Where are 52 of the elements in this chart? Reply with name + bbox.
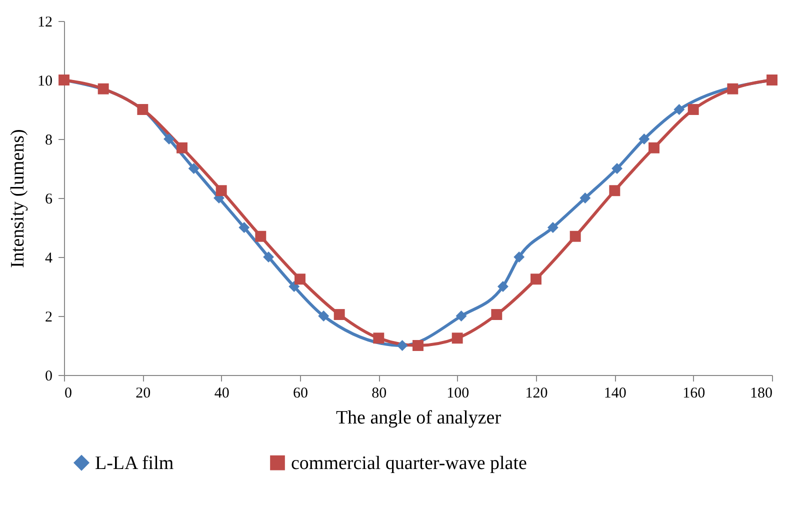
point bbox=[514, 252, 525, 262]
y-tick-label: 10 bbox=[38, 74, 52, 90]
y-tick-label: 12 bbox=[38, 14, 52, 30]
point bbox=[727, 83, 738, 94]
point bbox=[334, 309, 345, 320]
x-tick-label: 40 bbox=[214, 386, 230, 402]
x-tick-label: 120 bbox=[525, 386, 548, 402]
legend-label: L-LA film bbox=[95, 452, 174, 474]
x-tick-label: 160 bbox=[682, 386, 706, 402]
point bbox=[674, 104, 685, 115]
x-tick-label: 140 bbox=[604, 386, 626, 402]
x-tick-label: 20 bbox=[136, 386, 151, 402]
point bbox=[176, 142, 188, 154]
point bbox=[580, 192, 591, 204]
point bbox=[547, 222, 558, 233]
y-tick-label: 2 bbox=[45, 310, 52, 326]
point bbox=[456, 310, 467, 322]
point bbox=[570, 230, 581, 242]
point bbox=[263, 252, 274, 262]
point bbox=[688, 104, 699, 115]
point bbox=[609, 185, 620, 196]
point bbox=[294, 274, 306, 285]
point bbox=[396, 340, 408, 351]
point bbox=[491, 309, 502, 320]
point bbox=[255, 230, 266, 242]
x-tick-label: 0 bbox=[64, 386, 72, 402]
y-tick-label: 4 bbox=[45, 250, 53, 266]
legend-label: commercial quarter-wave plate bbox=[291, 452, 527, 474]
point bbox=[452, 332, 463, 344]
point bbox=[164, 134, 174, 144]
point bbox=[373, 332, 384, 344]
point bbox=[648, 142, 660, 154]
y-tick-label: 8 bbox=[45, 132, 52, 148]
point bbox=[412, 340, 424, 351]
point bbox=[188, 163, 200, 174]
x-tick-label: 100 bbox=[446, 386, 470, 402]
y-tick-label: 0 bbox=[45, 368, 52, 384]
point bbox=[612, 163, 623, 174]
x-tick-label: 80 bbox=[372, 386, 387, 402]
point bbox=[216, 185, 227, 196]
x-tick-label: 180 bbox=[750, 386, 772, 402]
x-axis-title: The angle of analyzer bbox=[336, 408, 502, 428]
point bbox=[98, 83, 109, 94]
point bbox=[238, 222, 250, 233]
point bbox=[638, 134, 650, 144]
y-tick-label: 6 bbox=[45, 192, 53, 208]
y-axis-title: Intensity (lumens) bbox=[8, 129, 28, 268]
point bbox=[497, 281, 508, 292]
x-tick-label: 60 bbox=[293, 386, 308, 402]
point bbox=[288, 281, 300, 292]
point bbox=[530, 274, 542, 285]
point bbox=[318, 310, 330, 322]
